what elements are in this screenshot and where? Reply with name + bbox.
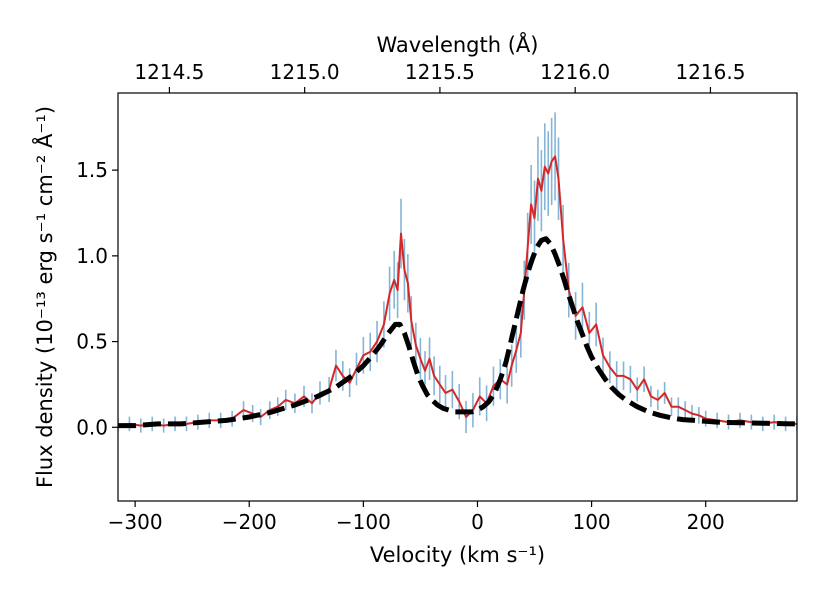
top-axis-label: Wavelength (Å): [376, 31, 538, 57]
x-tick-label: −300: [108, 510, 163, 534]
y-tick-label: 0.0: [76, 415, 108, 439]
top-axis-ticks: 1214.5 1215.0 1215.5 1216.0 1216.5: [134, 60, 745, 93]
series-lines: [118, 155, 797, 429]
model-line: [118, 236, 797, 429]
y-tick-label: 1.0: [76, 244, 108, 268]
error-bars: [118, 112, 797, 434]
top-tick-label: 1216.0: [540, 60, 610, 84]
observed-line: [118, 155, 797, 427]
top-tick-label: 1216.5: [675, 60, 745, 84]
plot-frame: [117, 92, 798, 502]
top-tick-label: 1214.5: [134, 60, 204, 84]
x-tick-label: −200: [222, 510, 277, 534]
x-tick-label: −100: [336, 510, 391, 534]
top-tick-label: 1215.0: [270, 60, 340, 84]
left-axis-ticks: 0.0 0.5 1.0 1.5: [76, 158, 118, 439]
top-tick-label: 1215.5: [405, 60, 475, 84]
x-tick-label: 0: [471, 510, 484, 534]
x-axis-label: Velocity (km s⁻¹): [370, 543, 545, 567]
y-axis-label: Flux density (10⁻¹³ erg s⁻¹ cm⁻² Å⁻¹): [31, 106, 57, 488]
x-tick-label: 200: [687, 510, 725, 534]
y-tick-label: 0.5: [76, 330, 108, 354]
y-tick-label: 1.5: [76, 158, 108, 182]
bottom-axis-ticks: −300 −200 −100 0 100 200: [108, 501, 725, 534]
x-tick-label: 100: [572, 510, 610, 534]
